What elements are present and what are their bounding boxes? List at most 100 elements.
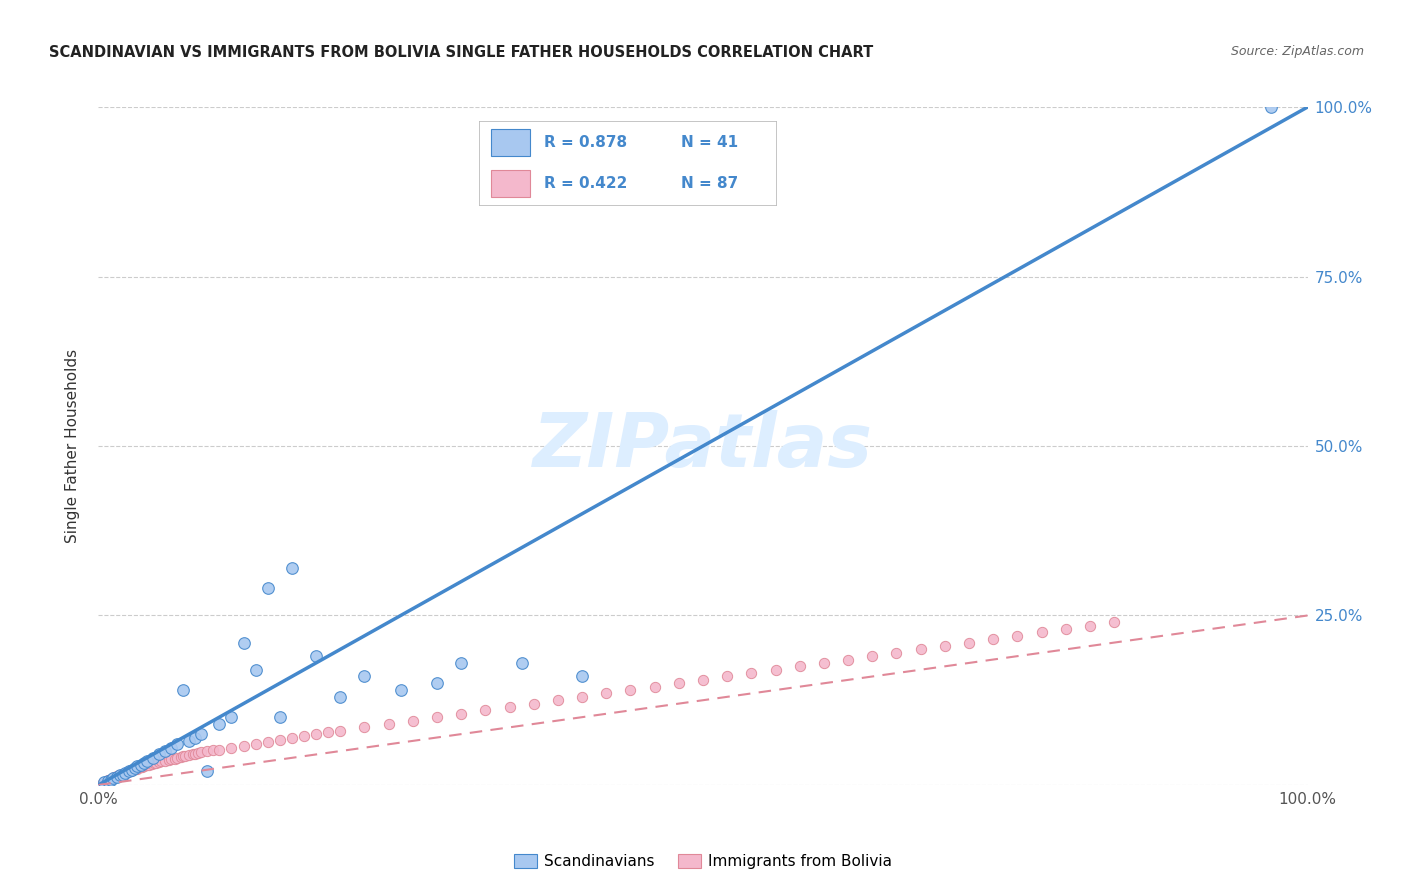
Point bbox=[981, 632, 1004, 647]
Point bbox=[281, 561, 304, 575]
Point bbox=[181, 747, 204, 762]
Point bbox=[93, 775, 115, 789]
Point bbox=[135, 754, 157, 768]
Point bbox=[426, 710, 449, 724]
Point bbox=[96, 773, 118, 788]
Point bbox=[105, 770, 128, 784]
Point bbox=[305, 649, 328, 664]
Point bbox=[100, 772, 122, 786]
Point bbox=[124, 761, 146, 775]
Point bbox=[886, 646, 908, 660]
Point bbox=[644, 680, 666, 694]
Point bbox=[138, 757, 160, 772]
Point bbox=[179, 734, 201, 748]
Point bbox=[143, 756, 166, 771]
Point bbox=[208, 742, 231, 756]
Point bbox=[121, 763, 143, 777]
Point bbox=[510, 656, 533, 670]
Point bbox=[860, 649, 883, 664]
Point bbox=[305, 727, 328, 741]
Point bbox=[547, 693, 569, 707]
Point bbox=[134, 759, 156, 773]
Point bbox=[1007, 629, 1029, 643]
Point bbox=[450, 706, 472, 721]
Point bbox=[118, 764, 141, 779]
Point bbox=[389, 683, 412, 698]
Point bbox=[118, 764, 141, 779]
Point bbox=[141, 756, 163, 771]
Point bbox=[166, 751, 188, 765]
Point bbox=[789, 659, 811, 673]
Point bbox=[595, 686, 617, 700]
Point bbox=[221, 740, 243, 755]
Point bbox=[1260, 100, 1282, 114]
Point bbox=[100, 772, 122, 787]
Point bbox=[740, 666, 762, 681]
Point bbox=[114, 765, 136, 780]
Point bbox=[184, 731, 207, 745]
Point bbox=[108, 768, 131, 782]
Point bbox=[172, 749, 194, 764]
Point bbox=[131, 759, 153, 773]
Point bbox=[108, 768, 131, 782]
Point bbox=[103, 770, 125, 784]
Point bbox=[813, 656, 835, 670]
Point bbox=[124, 763, 146, 777]
Point bbox=[129, 760, 152, 774]
Point bbox=[281, 731, 304, 746]
Text: ZIPatlas: ZIPatlas bbox=[533, 409, 873, 483]
Point bbox=[329, 690, 352, 704]
Point bbox=[571, 669, 593, 683]
Point bbox=[450, 656, 472, 670]
Point bbox=[571, 690, 593, 704]
Point bbox=[716, 669, 738, 683]
Point bbox=[232, 635, 254, 649]
Point bbox=[111, 767, 134, 781]
Point bbox=[148, 747, 170, 762]
Point bbox=[157, 753, 180, 767]
Point bbox=[221, 710, 243, 724]
Point bbox=[245, 663, 267, 677]
Point bbox=[256, 582, 278, 596]
Point bbox=[129, 757, 152, 772]
Point bbox=[269, 733, 291, 747]
Point bbox=[142, 751, 165, 765]
Point bbox=[114, 765, 136, 780]
Point bbox=[91, 776, 114, 790]
Point bbox=[232, 739, 254, 753]
Point bbox=[117, 765, 139, 780]
Point bbox=[957, 635, 980, 649]
Point bbox=[184, 747, 207, 761]
Point bbox=[498, 700, 520, 714]
Point bbox=[105, 769, 128, 783]
Point bbox=[1078, 618, 1101, 632]
Point bbox=[145, 756, 167, 770]
Point bbox=[377, 717, 399, 731]
Point bbox=[692, 673, 714, 687]
Point bbox=[329, 723, 352, 738]
Point bbox=[153, 754, 176, 768]
Point bbox=[474, 703, 496, 717]
Point bbox=[316, 725, 339, 739]
Point bbox=[190, 746, 212, 760]
Point bbox=[135, 758, 157, 772]
Y-axis label: Single Father Households: Single Father Households bbox=[65, 349, 80, 543]
Point bbox=[101, 771, 124, 785]
Point bbox=[148, 755, 170, 769]
Point bbox=[150, 754, 173, 768]
Point bbox=[619, 683, 641, 698]
Point bbox=[127, 759, 149, 773]
Point bbox=[523, 697, 546, 711]
Point bbox=[256, 735, 278, 749]
Point bbox=[121, 763, 143, 777]
Point bbox=[120, 764, 142, 778]
Point bbox=[934, 639, 956, 653]
Point bbox=[97, 773, 120, 788]
Point bbox=[1102, 615, 1125, 630]
Point bbox=[127, 762, 149, 776]
Point bbox=[134, 756, 156, 771]
Point bbox=[163, 751, 186, 765]
Point bbox=[101, 771, 124, 785]
Point bbox=[111, 768, 134, 782]
Point bbox=[426, 676, 449, 690]
